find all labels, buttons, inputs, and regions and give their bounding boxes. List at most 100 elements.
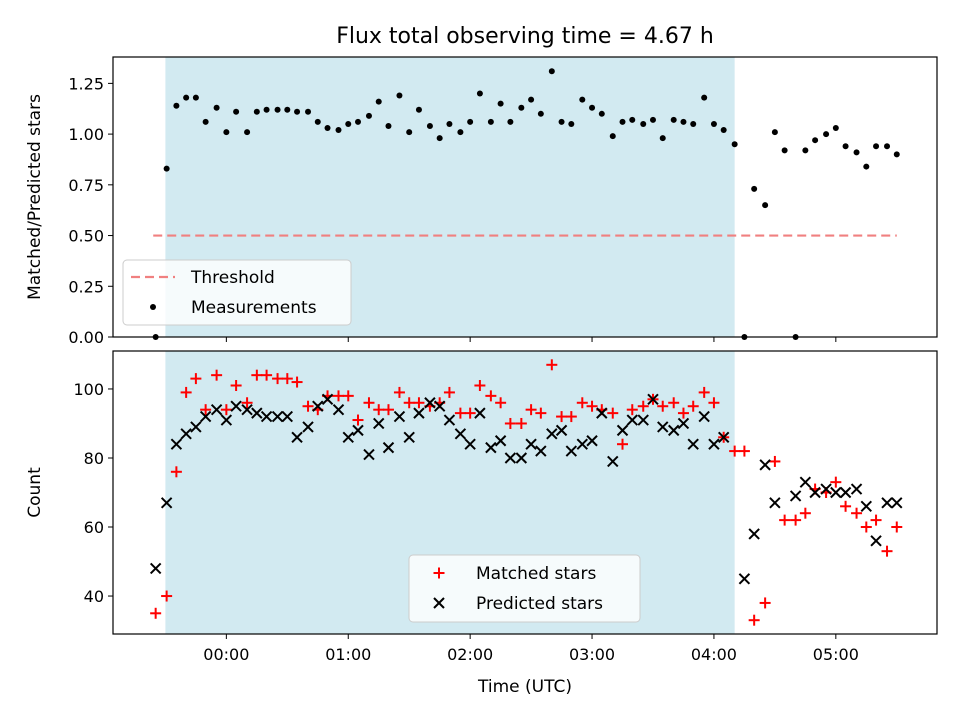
cross-bar-b bbox=[546, 428, 558, 440]
predicted-star-point bbox=[312, 400, 324, 412]
predicted-star-point bbox=[576, 438, 588, 450]
matched-star-point bbox=[333, 390, 345, 402]
matched-star-point bbox=[779, 514, 791, 526]
cross-bar-b bbox=[454, 428, 467, 440]
measurement-point bbox=[415, 106, 422, 113]
measurement-point bbox=[670, 116, 677, 123]
matched-star-point bbox=[870, 514, 882, 526]
matched-star-point bbox=[607, 407, 619, 419]
predicted-star-point bbox=[616, 424, 629, 437]
cross-bar-b bbox=[180, 428, 192, 440]
measurement-point bbox=[548, 68, 555, 75]
measurement-point bbox=[314, 118, 321, 125]
matched-star-point bbox=[302, 400, 314, 412]
matched-star-point bbox=[637, 400, 649, 412]
matched-star-point bbox=[708, 397, 720, 409]
matched-star-point bbox=[373, 404, 385, 416]
predicted-star-point bbox=[332, 403, 345, 416]
measurement-point bbox=[640, 120, 647, 127]
matched-star-point bbox=[342, 390, 354, 402]
legend-predicted-swatch bbox=[433, 597, 445, 609]
predicted-star-point bbox=[555, 424, 568, 437]
cross-bar-b bbox=[291, 431, 303, 443]
matched-star-point bbox=[170, 466, 182, 478]
measurement-point bbox=[305, 108, 312, 115]
matched-star-point bbox=[454, 407, 466, 419]
matched-star-point bbox=[150, 607, 162, 619]
ratio-legend: Threshold Measurements bbox=[122, 259, 352, 326]
measurement-point bbox=[497, 100, 504, 107]
predicted-star-point bbox=[637, 414, 649, 426]
legend-measurements-label: Measurements bbox=[191, 298, 317, 318]
cross-bar-b bbox=[698, 410, 710, 423]
measurement-point bbox=[680, 118, 687, 125]
predicted-star-point bbox=[708, 438, 720, 450]
predicted-star-point bbox=[260, 410, 273, 423]
x-tick-label: 05:00 bbox=[813, 645, 859, 664]
cross-bar-b bbox=[881, 497, 893, 509]
cross-bar-b bbox=[149, 562, 162, 575]
measurement-point bbox=[598, 110, 605, 117]
predicted-star-point bbox=[403, 431, 415, 443]
measurement-point bbox=[762, 202, 769, 209]
predicted-star-point bbox=[546, 428, 558, 440]
matched-star-point bbox=[220, 404, 232, 416]
x-tick-label: 01:00 bbox=[325, 645, 371, 664]
matched-stars-points bbox=[150, 359, 903, 626]
predicted-stars-points bbox=[149, 393, 903, 585]
measurement-point bbox=[619, 118, 626, 125]
cross-bar-b bbox=[891, 497, 903, 509]
measurement-point bbox=[202, 118, 209, 125]
ratio-panel-frame bbox=[112, 56, 938, 338]
measurement-point bbox=[244, 129, 251, 136]
matched-star-point bbox=[748, 614, 760, 626]
matched-star-point bbox=[363, 397, 375, 409]
measurement-point bbox=[720, 127, 727, 134]
count-panel-frame bbox=[112, 350, 938, 635]
measurement-point bbox=[690, 120, 697, 127]
matched-star-point bbox=[504, 417, 516, 429]
predicted-star-point bbox=[454, 428, 467, 440]
predicted-star-point bbox=[748, 528, 760, 540]
predicted-star-point bbox=[342, 431, 354, 443]
matched-star-point bbox=[576, 397, 588, 409]
cross-bar-b bbox=[494, 435, 507, 447]
measurement-point bbox=[345, 120, 352, 127]
cross-bar-b bbox=[789, 490, 802, 502]
cross-bar-b bbox=[190, 421, 202, 433]
cross-bar-b bbox=[565, 445, 578, 457]
y-tick-label: 100 bbox=[73, 380, 104, 399]
time-x-axis: 00:00 01:00 02:00 03:00 04:00 05:00 bbox=[203, 634, 859, 664]
measurement-point bbox=[274, 106, 281, 113]
measurement-point bbox=[446, 120, 453, 127]
predicted-star-point bbox=[199, 410, 212, 423]
matched-star-point bbox=[161, 590, 173, 602]
y-tick-label: 60 bbox=[84, 518, 104, 537]
measurement-point bbox=[355, 118, 362, 125]
legend-predicted-label: Predicted stars bbox=[476, 594, 603, 614]
measurement-point bbox=[609, 133, 616, 140]
cross-bar-b bbox=[809, 486, 821, 499]
cross-bar-b bbox=[616, 424, 629, 437]
cross-bar-b bbox=[485, 441, 497, 454]
cross-bar-b bbox=[260, 410, 273, 423]
measurement-points bbox=[152, 68, 900, 340]
cross-bar-b bbox=[332, 403, 345, 416]
predicted-star-point bbox=[373, 417, 385, 430]
predicted-star-point bbox=[271, 410, 284, 423]
measurement-point bbox=[649, 116, 656, 123]
matched-star-point bbox=[830, 476, 842, 488]
cross-bar-b bbox=[352, 424, 364, 437]
legend-matched-swatch bbox=[433, 567, 445, 579]
cross-bar-b bbox=[555, 424, 568, 437]
matched-star-point bbox=[535, 407, 547, 419]
matched-star-point bbox=[291, 376, 303, 388]
measurement-point bbox=[487, 118, 494, 125]
cross-bar-b bbox=[769, 497, 781, 509]
predicted-star-point bbox=[698, 410, 710, 423]
cross-bar-b bbox=[312, 400, 324, 412]
x-tick-label: 00:00 bbox=[203, 645, 249, 664]
x-tick-label: 03:00 bbox=[569, 645, 615, 664]
cross-bar-b bbox=[424, 397, 436, 409]
matched-star-point bbox=[211, 369, 223, 381]
